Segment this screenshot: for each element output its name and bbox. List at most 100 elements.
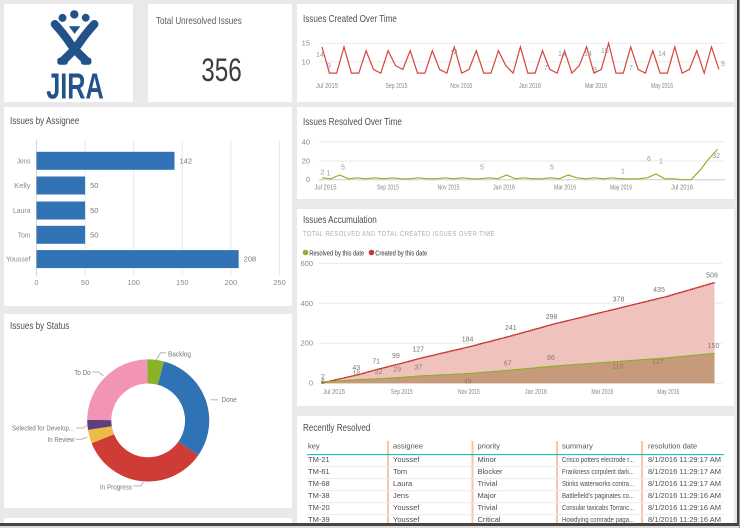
svg-text:Youssef: Youssef [6, 255, 31, 264]
svg-text:Frankness corpulent dark...: Frankness corpulent dark... [562, 467, 634, 476]
svg-text:50: 50 [90, 206, 98, 215]
svg-text:In Progress: In Progress [100, 482, 132, 491]
svg-text:0: 0 [34, 278, 38, 287]
svg-text:Jan 2016: Jan 2016 [519, 81, 541, 90]
svg-text:TM-21: TM-21 [308, 455, 330, 464]
svg-text:29: 29 [393, 367, 401, 374]
svg-text:20: 20 [302, 157, 310, 166]
svg-text:Kelly: Kelly [14, 181, 31, 190]
svg-text:200: 200 [300, 339, 313, 348]
svg-text:14: 14 [658, 51, 666, 58]
svg-text:1: 1 [327, 171, 331, 178]
svg-text:15: 15 [601, 48, 609, 55]
svg-text:Blocker: Blocker [478, 467, 504, 476]
svg-text:43: 43 [352, 365, 360, 372]
svg-text:14: 14 [316, 52, 324, 59]
svg-text:May 2016: May 2016 [610, 183, 632, 192]
svg-text:Jul 2015: Jul 2015 [316, 81, 338, 90]
svg-text:Created by this date: Created by this date [375, 248, 427, 257]
svg-text:50: 50 [90, 181, 98, 190]
svg-text:TM-68: TM-68 [308, 479, 330, 488]
svg-text:Mar 2016: Mar 2016 [554, 183, 576, 192]
svg-text:250: 250 [273, 278, 286, 287]
svg-text:Laura: Laura [393, 479, 413, 488]
svg-text:127: 127 [412, 347, 424, 354]
svg-text:7: 7 [629, 65, 633, 72]
svg-text:378: 378 [613, 297, 625, 304]
svg-text:Stinks waterworks contra...: Stinks waterworks contra... [562, 479, 634, 488]
svg-text:Done: Done [222, 395, 237, 404]
svg-text:Jul 2015: Jul 2015 [315, 183, 337, 192]
svg-text:184: 184 [462, 336, 474, 343]
svg-text:priority: priority [478, 442, 501, 451]
svg-text:Sep 2015: Sep 2015 [391, 387, 413, 396]
svg-text:Nov 2015: Nov 2015 [438, 183, 460, 192]
svg-text:5: 5 [550, 165, 554, 172]
svg-text:8/1/2016 11:29:16 AM: 8/1/2016 11:29:16 AM [648, 491, 721, 500]
svg-text:Backlog: Backlog [168, 349, 191, 358]
svg-text:298: 298 [546, 314, 558, 321]
svg-text:0: 0 [306, 175, 310, 184]
svg-text:Mar 2016: Mar 2016 [591, 387, 613, 396]
svg-text:127: 127 [652, 359, 664, 366]
svg-text:Howdying comrade paga...: Howdying comrade paga... [562, 515, 634, 523]
svg-text:In Review: In Review [48, 435, 75, 444]
svg-text:Battlefield's paginates co...: Battlefield's paginates co... [562, 491, 634, 500]
svg-text:Tom: Tom [393, 467, 407, 476]
svg-text:32: 32 [712, 153, 720, 160]
svg-text:9: 9 [593, 67, 597, 74]
svg-text:TM-20: TM-20 [308, 503, 330, 512]
svg-text:100: 100 [127, 278, 140, 287]
svg-text:50: 50 [81, 278, 89, 287]
svg-text:8/1/2016 11:29:17 AM: 8/1/2016 11:29:17 AM [648, 455, 721, 464]
svg-text:37: 37 [414, 365, 422, 372]
svg-text:May 2016: May 2016 [657, 387, 679, 396]
svg-text:TM-38: TM-38 [308, 491, 330, 500]
svg-text:2: 2 [321, 374, 325, 381]
svg-text:71: 71 [372, 359, 380, 366]
svg-text:6: 6 [321, 379, 325, 386]
svg-text:Nov 2015: Nov 2015 [450, 81, 472, 90]
svg-text:150: 150 [708, 343, 720, 350]
svg-text:Sep 2015: Sep 2015 [386, 81, 408, 90]
svg-text:Laura: Laura [13, 206, 31, 215]
svg-text:5: 5 [480, 165, 484, 172]
svg-text:9: 9 [327, 63, 331, 70]
svg-text:Selected for Develop...: Selected for Develop... [12, 424, 74, 433]
svg-text:Crisco potters electrode r...: Crisco potters electrode r... [562, 455, 634, 464]
svg-text:400: 400 [300, 299, 313, 308]
svg-text:99: 99 [392, 353, 400, 360]
svg-text:Jul 2015: Jul 2015 [323, 387, 345, 396]
svg-text:49: 49 [464, 379, 472, 386]
svg-text:resolution date: resolution date [648, 442, 697, 451]
svg-text:506: 506 [706, 272, 718, 279]
svg-text:Youssef: Youssef [393, 515, 420, 523]
svg-text:10: 10 [302, 57, 310, 66]
svg-text:Major: Major [478, 491, 497, 500]
svg-text:40: 40 [302, 137, 310, 146]
svg-text:7: 7 [544, 65, 548, 72]
svg-text:435: 435 [653, 287, 665, 294]
svg-text:TM-39: TM-39 [308, 515, 330, 523]
svg-text:To Do: To Do [74, 368, 91, 377]
svg-text:TM-61: TM-61 [308, 467, 330, 476]
svg-text:Mar 2016: Mar 2016 [585, 81, 607, 90]
svg-text:Youssef: Youssef [393, 503, 420, 512]
svg-text:142: 142 [180, 156, 193, 165]
svg-text:Jul 2016: Jul 2016 [671, 183, 693, 192]
svg-text:356: 356 [201, 52, 242, 88]
svg-text:Jens: Jens [393, 491, 409, 500]
svg-text:1: 1 [621, 169, 625, 176]
svg-text:8/1/2016 11:29:17 AM: 8/1/2016 11:29:17 AM [648, 467, 721, 476]
svg-text:67: 67 [504, 360, 512, 367]
svg-text:8/1/2016 11:29:16 AM: 8/1/2016 11:29:16 AM [648, 503, 721, 512]
svg-text:Youssef: Youssef [393, 455, 420, 464]
svg-text:Sep 2015: Sep 2015 [377, 183, 399, 192]
svg-text:Tom: Tom [18, 230, 31, 239]
svg-text:Trivial: Trivial [478, 479, 498, 488]
svg-text:Jan 2016: Jan 2016 [525, 387, 547, 396]
svg-text:110: 110 [612, 363, 623, 370]
svg-text:Minor: Minor [478, 455, 497, 464]
svg-text:15: 15 [302, 39, 310, 48]
svg-text:Trivial: Trivial [478, 503, 498, 512]
